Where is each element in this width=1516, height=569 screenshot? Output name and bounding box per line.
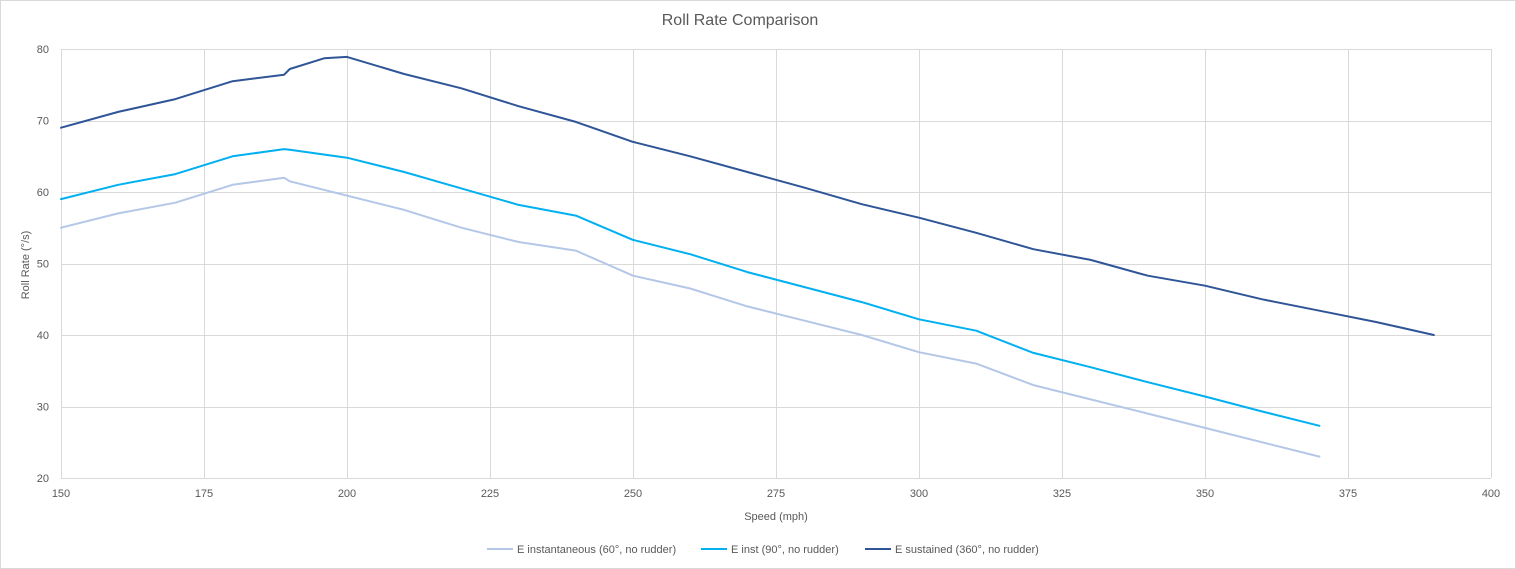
legend-item-1: E instantaneous (60°, no rudder) [487,544,676,556]
y-tick-label: 20 [37,473,49,485]
y-axis-label: Roll Rate (°/s) [20,231,32,300]
y-tick-label: 50 [37,259,49,271]
x-axis-label: Speed (mph) [744,511,808,523]
series-lines [60,55,1435,458]
y-tick-label: 60 [37,187,49,199]
series-line-2 [60,148,1321,427]
y-tick-label: 30 [37,402,49,414]
x-tick-label: 200 [338,488,356,500]
x-tick-label: 275 [767,488,785,500]
legend-item-3: E sustained (360°, no rudder) [865,544,1039,556]
x-tick-label: 250 [624,488,642,500]
legend-label: E inst (90°, no rudder) [731,544,839,556]
legend-label: E instantaneous (60°, no rudder) [517,544,676,556]
x-tick-label: 350 [1196,488,1214,500]
legend-label: E sustained (360°, no rudder) [895,544,1039,556]
y-tick-label: 70 [37,116,49,128]
chart-title: Roll Rate Comparison [662,12,819,29]
x-tick-label: 375 [1339,488,1357,500]
x-axis-ticks: 150 175 200 225 250 275 300 325 350 375 400 [52,488,1500,500]
legend-item-2: E inst (90°, no rudder) [701,544,839,556]
y-tick-label: 40 [37,330,49,342]
series-line-1 [60,176,1321,458]
x-tick-label: 150 [52,488,70,500]
y-axis-ticks: 20 30 40 50 60 70 80 [37,44,49,485]
x-tick-label: 225 [481,488,499,500]
legend: E instantaneous (60°, no rudder) E inst (… [487,544,1039,556]
grid-lines [61,49,1492,479]
x-tick-label: 300 [910,488,928,500]
x-tick-label: 175 [195,488,213,500]
x-tick-label: 325 [1053,488,1071,500]
x-tick-label: 400 [1482,488,1500,500]
series-line-3 [60,55,1435,336]
y-tick-label: 80 [37,44,49,56]
